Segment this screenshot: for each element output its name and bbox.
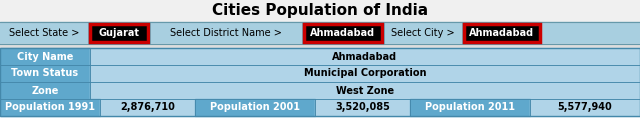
Text: Select City >: Select City > — [391, 28, 455, 38]
Bar — [0, 22, 640, 44]
Bar — [0, 44, 640, 48]
Bar — [0, 65, 90, 82]
Bar — [100, 99, 195, 116]
Text: Select State >: Select State > — [9, 28, 79, 38]
Bar — [90, 48, 640, 65]
Text: Gujarat: Gujarat — [99, 28, 140, 38]
Text: 3,520,085: 3,520,085 — [335, 102, 390, 113]
Text: Ahmadabad: Ahmadabad — [469, 28, 534, 38]
Bar — [0, 48, 640, 116]
Bar — [464, 24, 540, 42]
Bar — [0, 82, 90, 99]
Text: 2,876,710: 2,876,710 — [120, 102, 175, 113]
Bar — [90, 24, 148, 42]
Text: Town Status: Town Status — [12, 68, 79, 79]
Bar — [0, 48, 90, 65]
Text: Population 2011: Population 2011 — [425, 102, 515, 113]
Text: Zone: Zone — [31, 86, 59, 95]
Text: 5,577,940: 5,577,940 — [557, 102, 612, 113]
Text: Ahmadabad: Ahmadabad — [310, 28, 376, 38]
Bar — [90, 65, 640, 82]
Text: Ahmadabad: Ahmadabad — [332, 52, 397, 61]
Bar — [90, 82, 640, 99]
Text: Cities Population of India: Cities Population of India — [212, 4, 428, 18]
Text: Population 2001: Population 2001 — [210, 102, 300, 113]
Text: Select District Name >: Select District Name > — [170, 28, 282, 38]
Bar — [0, 0, 640, 22]
Bar — [195, 99, 315, 116]
Text: Municipal Corporation: Municipal Corporation — [304, 68, 426, 79]
Bar — [304, 24, 382, 42]
Bar — [530, 99, 640, 116]
Bar — [464, 24, 540, 42]
Bar — [304, 24, 382, 42]
Bar — [315, 99, 410, 116]
Text: City Name: City Name — [17, 52, 73, 61]
Bar — [90, 24, 148, 42]
Text: Population 1991: Population 1991 — [5, 102, 95, 113]
Text: West Zone: West Zone — [336, 86, 394, 95]
Bar — [410, 99, 530, 116]
Bar — [0, 99, 100, 116]
